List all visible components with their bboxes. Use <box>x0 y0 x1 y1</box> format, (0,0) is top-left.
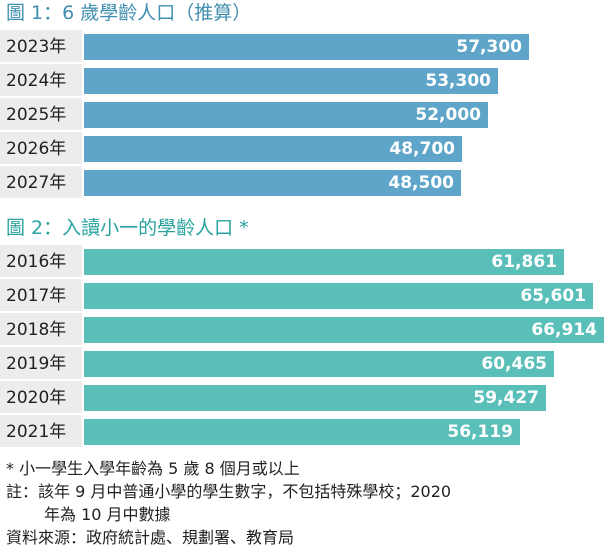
bar: 48,500 <box>84 170 461 196</box>
category-label: 2021年 <box>0 415 82 449</box>
chart2-title: 圖 2：入讀小一的學齡人口 * <box>6 217 249 239</box>
bar: 57,300 <box>84 34 529 60</box>
bar: 56,119 <box>84 419 520 445</box>
value-label: 56,119 <box>447 422 513 442</box>
chart1-plot: 2023年 57,300 2024年 53,300 2025年 52,000 2026年 48… <box>0 30 616 200</box>
value-label: 61,861 <box>491 252 557 272</box>
row-divider <box>0 379 616 381</box>
row-divider <box>0 311 616 313</box>
bar-row: 2025年 52,000 <box>0 98 616 132</box>
bar-row: 2021年 56,119 <box>0 415 616 449</box>
category-label: 2026年 <box>0 132 82 166</box>
bar: 48,700 <box>84 136 462 162</box>
bar-row: 2026年 48,700 <box>0 132 616 166</box>
bar-row: 2023年 57,300 <box>0 30 616 64</box>
footnote-asterisk: * 小一學生入學年齡為 5 歲 8 個月或以上 <box>6 459 300 478</box>
bar-row: 2017年 65,601 <box>0 279 616 313</box>
footnote-remark-continued: 年為 10 月中數據 <box>44 505 171 524</box>
bar-row: 2020年 59,427 <box>0 381 616 415</box>
category-label: 2023年 <box>0 30 82 64</box>
category-label: 2019年 <box>0 347 82 381</box>
footnote-source: 資料來源：政府統計處、規劃署、教育局 <box>6 528 295 547</box>
category-label: 2020年 <box>0 381 82 415</box>
chart1-title: 圖 1：6 歲學齡人口（推算） <box>6 2 252 24</box>
bar: 61,861 <box>84 249 564 275</box>
row-divider <box>0 345 616 347</box>
value-label: 48,500 <box>388 173 454 193</box>
bar: 65,601 <box>84 283 593 309</box>
value-label: 52,000 <box>415 105 481 125</box>
bar-row: 2027年 48,500 <box>0 166 616 200</box>
category-label: 2018年 <box>0 313 82 347</box>
category-label: 2025年 <box>0 98 82 132</box>
footnote-remark: 註：該年 9 月中普通小學的學生數字，不包括特殊學校；2020 <box>6 482 452 501</box>
row-divider <box>0 130 616 132</box>
bar-row: 2024年 53,300 <box>0 64 616 98</box>
category-label: 2017年 <box>0 279 82 313</box>
value-label: 48,700 <box>389 139 455 159</box>
row-divider <box>0 164 616 166</box>
row-divider <box>0 413 616 415</box>
bar: 53,300 <box>84 68 498 94</box>
value-label: 53,300 <box>425 71 491 91</box>
bar: 66,914 <box>84 317 604 343</box>
row-divider <box>0 198 616 200</box>
bar-row: 2019年 60,465 <box>0 347 616 381</box>
row-divider <box>0 277 616 279</box>
row-divider <box>0 62 616 64</box>
value-label: 65,601 <box>520 286 586 306</box>
category-label: 2024年 <box>0 64 82 98</box>
row-divider <box>0 96 616 98</box>
bar: 60,465 <box>84 351 554 377</box>
value-label: 66,914 <box>531 320 597 340</box>
bar: 59,427 <box>84 385 546 411</box>
chart2-plot: 2016年 61,861 2017年 65,601 2018年 66,914 2019年 60… <box>0 245 616 450</box>
category-label: 2016年 <box>0 245 82 279</box>
value-label: 57,300 <box>456 37 522 57</box>
row-divider <box>0 447 616 449</box>
bar-row: 2018年 66,914 <box>0 313 616 347</box>
bar: 52,000 <box>84 102 488 128</box>
bar-row: 2016年 61,861 <box>0 245 616 279</box>
value-label: 60,465 <box>481 354 547 374</box>
value-label: 59,427 <box>473 388 539 408</box>
category-label: 2027年 <box>0 166 82 200</box>
